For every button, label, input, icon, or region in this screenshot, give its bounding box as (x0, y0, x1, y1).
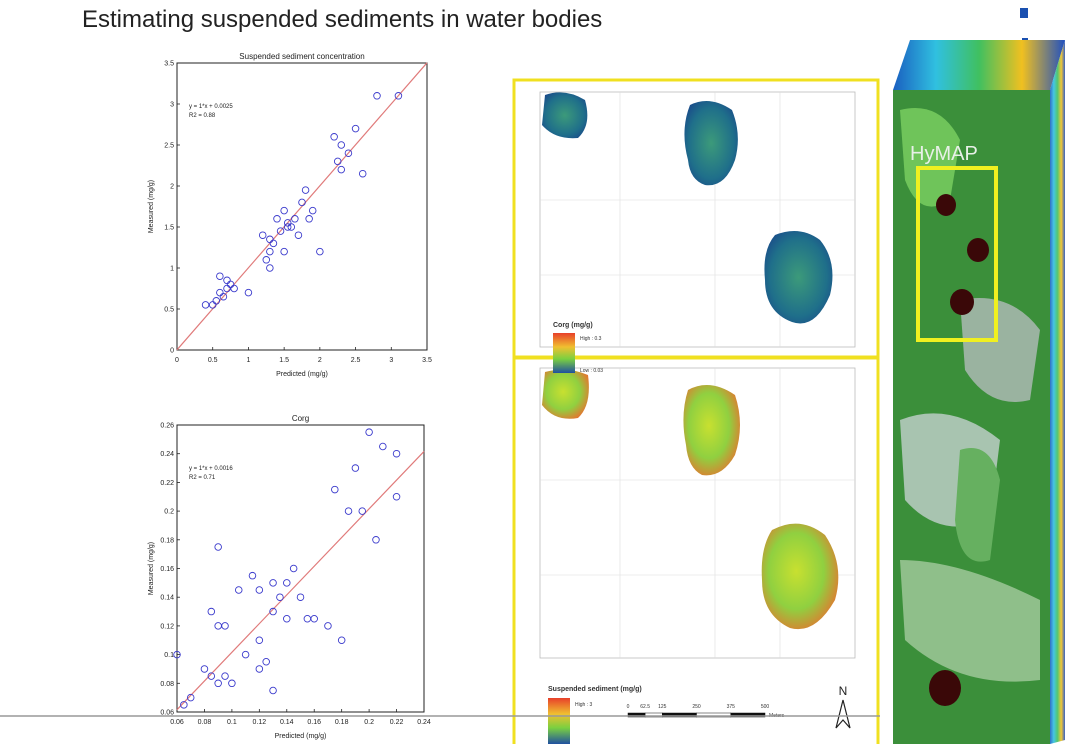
x-tick-label: 0.2 (364, 719, 374, 726)
y-tick-label: 1 (170, 266, 174, 273)
x-tick-label: 0.16 (307, 719, 321, 726)
lake (936, 194, 956, 216)
y-axis-label: Measured (mg/g) (148, 542, 155, 595)
x-tick-label: 0.18 (335, 719, 349, 726)
x-tick-label: 0.22 (390, 719, 404, 726)
cube-side (1050, 40, 1065, 744)
y-tick-label: 0.14 (160, 595, 174, 602)
cube-top (893, 40, 1065, 90)
y-tick-label: 0.24 (160, 451, 174, 458)
x-tick-label: 0.14 (280, 719, 294, 726)
y-tick-label: 3.5 (164, 61, 174, 68)
annotation: R2 = 0.88 (189, 113, 216, 119)
scale-label: 125 (658, 704, 667, 710)
lake (542, 370, 589, 419)
y-axis-label: Measured (mg/g) (148, 180, 155, 233)
x-tick-label: 0.06 (170, 719, 184, 726)
slide-title: Estimating suspended sediments in water … (82, 6, 602, 33)
x-tick-label: 0.24 (417, 719, 431, 726)
y-tick-label: 0.2 (164, 509, 174, 516)
legend-high: High : 3 (575, 702, 592, 708)
annotation: y = 1*x + 0.0016 (189, 466, 233, 472)
x-tick-label: 0 (175, 357, 179, 364)
x-tick-label: 2 (318, 357, 322, 364)
legend-ramp (548, 698, 570, 744)
scale-label: 0 (627, 704, 630, 710)
chart-title: Corg (292, 414, 309, 423)
x-tick-label: 2.5 (351, 357, 361, 364)
lake (950, 289, 974, 315)
y-tick-label: 0.12 (160, 623, 174, 630)
annotation: y = 1*x + 0.0025 (189, 104, 233, 110)
y-tick-label: 0 (170, 348, 174, 355)
y-tick-label: 2.5 (164, 143, 174, 150)
x-tick-label: 0.08 (198, 719, 212, 726)
y-tick-label: 0.16 (160, 566, 174, 573)
scale-label: 500 (761, 704, 770, 710)
y-tick-label: 3 (170, 102, 174, 109)
y-tick-label: 0.06 (160, 710, 174, 717)
scale-label: 375 (727, 704, 736, 710)
bullet-icon (1020, 8, 1028, 18)
slide: Estimating suspended sediments in water … (0, 0, 1070, 744)
page: {"title":"Estimating suspended sediments… (0, 0, 1070, 744)
scale-label: 62.5 (640, 704, 650, 710)
legend-high: High : 0.3 (580, 336, 602, 342)
y-tick-label: 0.1 (164, 652, 174, 659)
x-tick-label: 3.5 (422, 357, 432, 364)
legend-title: Corg (mg/g) (553, 322, 593, 329)
x-tick-label: 0.12 (253, 719, 267, 726)
x-tick-label: 0.1 (227, 719, 237, 726)
x-axis-label: Predicted (mg/g) (275, 733, 327, 740)
annotation: R2 = 0.71 (189, 475, 216, 481)
x-axis-label: Predicted (mg/g) (276, 371, 328, 378)
image-label: HyMAP (910, 143, 978, 165)
legend-low: Low : 0.03 (580, 368, 603, 374)
y-tick-label: 0.22 (160, 480, 174, 487)
y-tick-label: 0.18 (160, 537, 174, 544)
lake (929, 670, 961, 706)
north-label: N (839, 684, 848, 698)
y-tick-label: 1.5 (164, 225, 174, 232)
hymap-image: HyMAP (893, 40, 1065, 744)
x-tick-label: 1 (246, 357, 250, 364)
y-tick-label: 2 (170, 184, 174, 191)
y-tick-label: 0.26 (160, 423, 174, 430)
lake (967, 238, 989, 262)
scale-label: 250 (692, 704, 701, 710)
y-tick-label: 0.08 (160, 681, 174, 688)
x-tick-label: 1.5 (279, 357, 289, 364)
legend-title: Suspended sediment (mg/g) (548, 686, 642, 693)
x-tick-label: 3 (389, 357, 393, 364)
x-tick-label: 0.5 (208, 357, 218, 364)
map-panel: Corg (mg/g) High : 0.3 Low : 0.03 Suspen… (514, 80, 878, 744)
y-tick-label: 0.5 (164, 307, 174, 314)
legend-ramp (553, 333, 575, 373)
chart-title: Suspended sediment concentration (239, 52, 364, 61)
